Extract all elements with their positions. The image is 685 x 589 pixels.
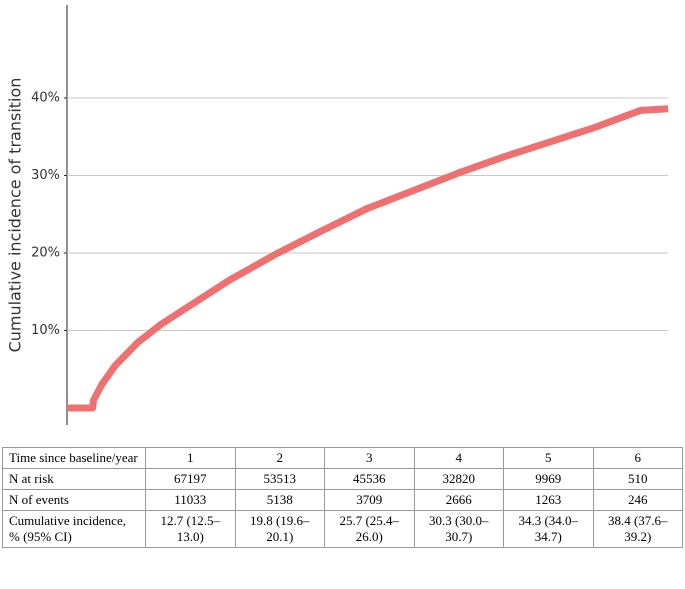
table-cell: 32820 xyxy=(413,468,504,490)
incidence-line xyxy=(67,105,669,412)
table-cell: 3 xyxy=(324,447,415,469)
table-cell: 12.7 (12.5–13.0) xyxy=(145,510,236,548)
y-tick-label: 20% xyxy=(31,245,60,260)
y-tick-label: 10% xyxy=(31,323,60,338)
table-row: Time since baseline/year 1 2 3 4 5 6 xyxy=(2,447,683,469)
table-row: N of events 11033 5138 3709 2666 1263 246 xyxy=(2,489,683,511)
table-cell: 67197 xyxy=(145,468,236,490)
y-tick-label: 30% xyxy=(31,168,60,183)
chart: Cumulative incidence of transition 10% 20… xyxy=(6,5,669,425)
table-cell: 30.3 (30.0–30.7) xyxy=(413,510,504,548)
table-cell: 53513 xyxy=(234,468,325,490)
table-cell: 19.8 (19.6–20.1) xyxy=(234,510,325,548)
table-cell: 9969 xyxy=(503,468,594,490)
table-cell: Time since baseline/year xyxy=(2,447,146,469)
table-cell: 11033 xyxy=(145,489,236,511)
table-cell: 510 xyxy=(592,468,683,490)
table-cell: 2 xyxy=(234,447,325,469)
table-cell: 5 xyxy=(503,447,594,469)
table-cell: 1263 xyxy=(503,489,594,511)
table-cell: 4 xyxy=(413,447,504,469)
table-cell: 5138 xyxy=(234,489,325,511)
y-axis-label: Cumulative incidence of transition xyxy=(6,78,25,353)
table-cell: 3709 xyxy=(324,489,415,511)
y-tick-label: 40% xyxy=(31,90,60,105)
table-row: Cumulative incidence, % (95% CI) 12.7 (12… xyxy=(2,510,683,548)
table-cell: 6 xyxy=(592,447,683,469)
table-cell: N of events xyxy=(2,489,146,511)
table-cell: 246 xyxy=(592,489,683,511)
table-cell: 38.4 (37.6–39.2) xyxy=(592,510,683,548)
table-cell: Cumulative incidence, % (95% CI) xyxy=(2,510,146,548)
table-cell: 45536 xyxy=(324,468,415,490)
table-cell: 1 xyxy=(145,447,236,469)
risk-table: Time since baseline/year 1 2 3 4 5 6 N at risk 6… xyxy=(2,447,683,548)
table-cell: 2666 xyxy=(413,489,504,511)
table-cell: 34.3 (34.0–34.7) xyxy=(503,510,594,548)
table-row: N at risk 67197 53513 45536 32820 9969 510 xyxy=(2,468,683,490)
table-cell: N at risk xyxy=(2,468,146,490)
table-cell: 25.7 (25.4–26.0) xyxy=(324,510,415,548)
